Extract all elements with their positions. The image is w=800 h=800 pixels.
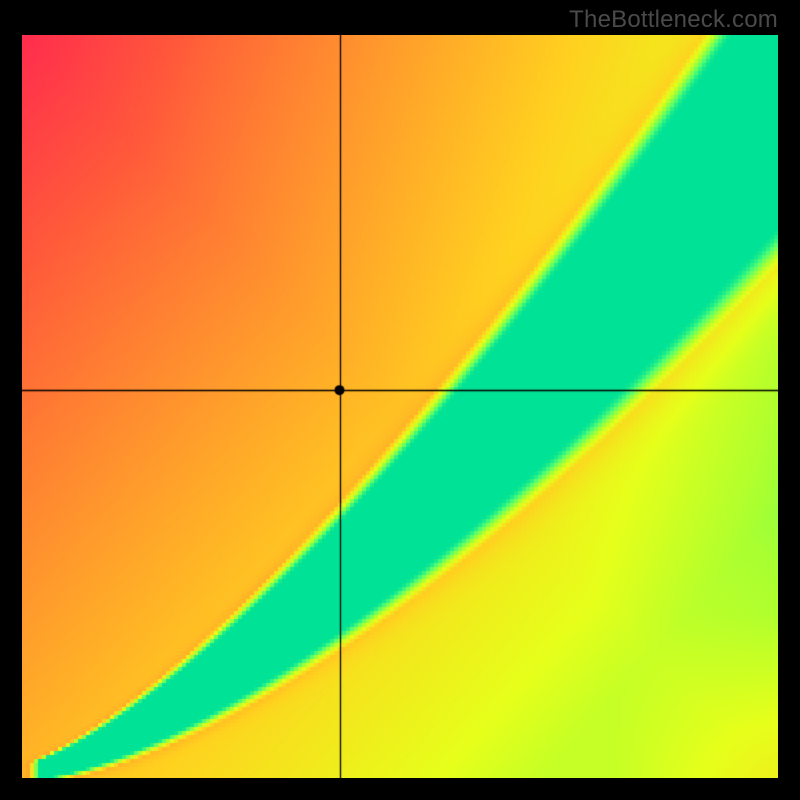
watermark-text: TheBottleneck.com <box>569 6 778 34</box>
heatmap-canvas <box>22 35 778 778</box>
heatmap-plot <box>22 35 778 778</box>
chart-container: TheBottleneck.com <box>0 0 800 800</box>
